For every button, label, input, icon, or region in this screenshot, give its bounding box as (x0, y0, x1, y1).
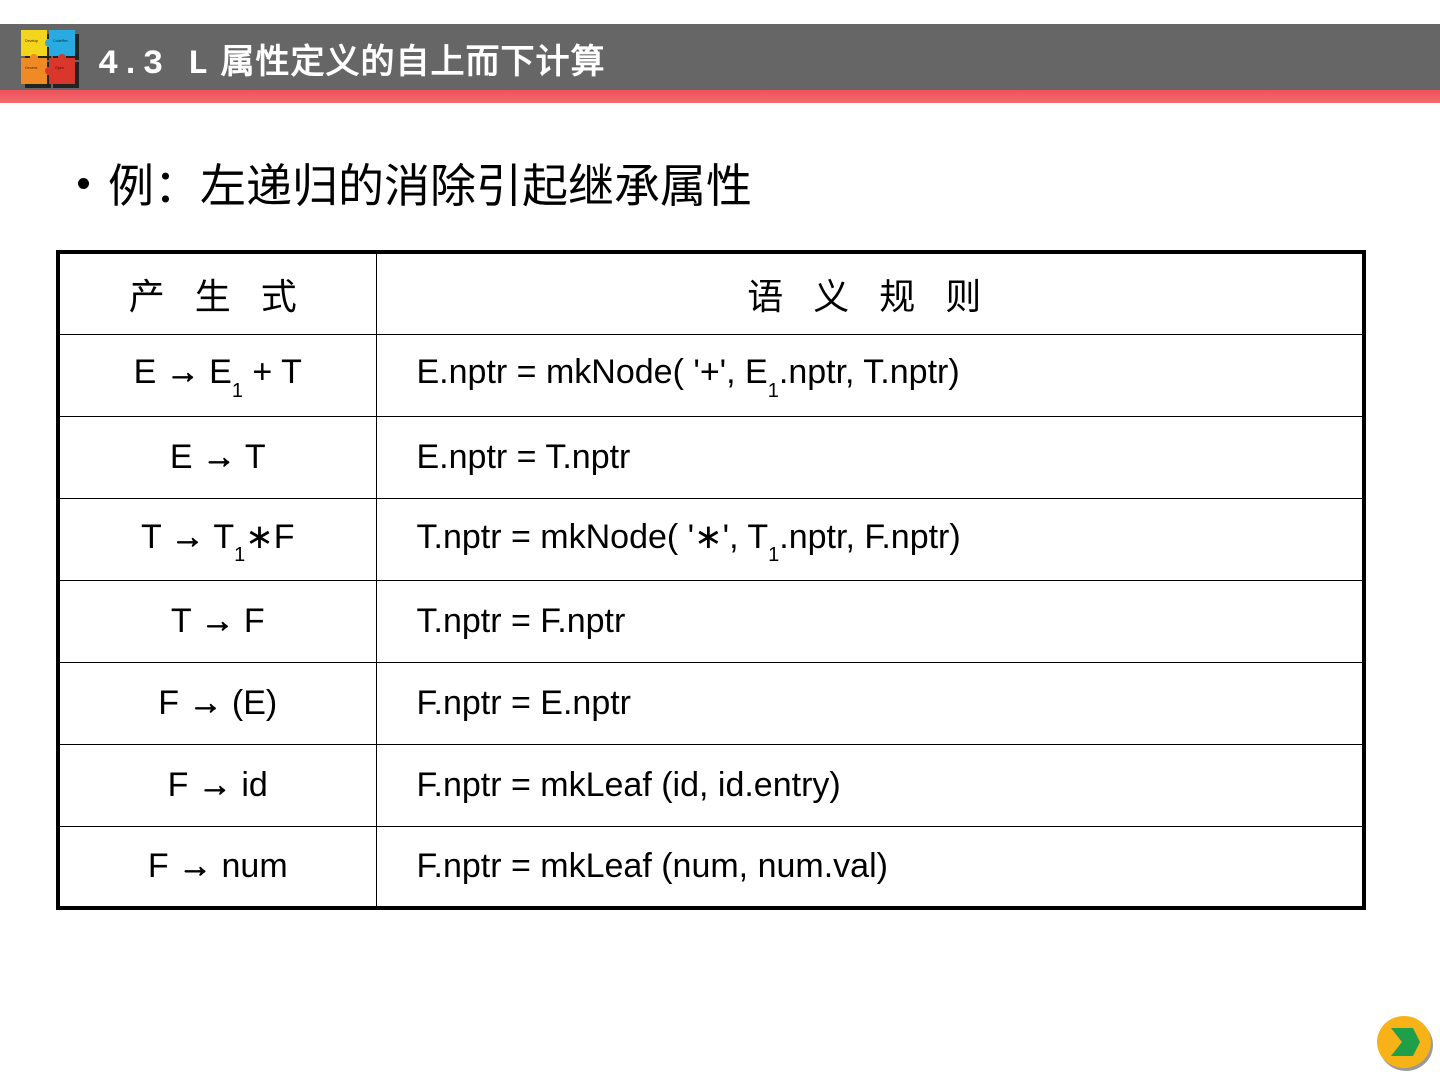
svg-text:Generic: Generic (25, 66, 38, 70)
svg-text:Develop: Develop (25, 39, 38, 43)
svg-text:CodeRev: CodeRev (53, 39, 68, 43)
svg-text:Open: Open (55, 66, 64, 70)
